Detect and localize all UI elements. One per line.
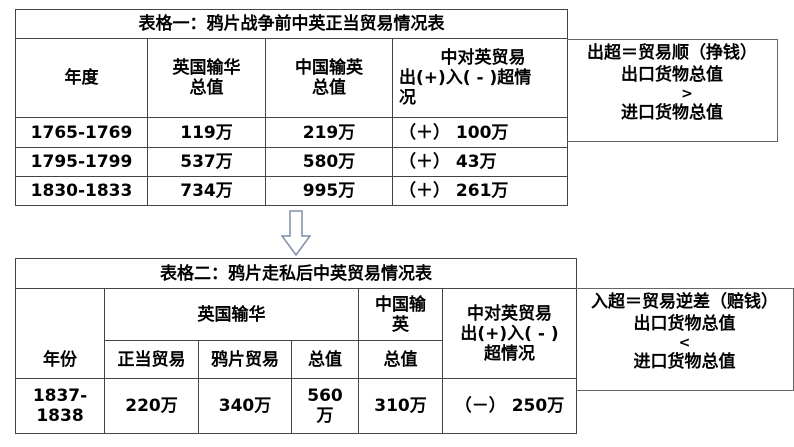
cell-text: 万 [316, 406, 334, 426]
header-text: 中国输英 [295, 58, 363, 78]
header-text: 英国输华 [172, 58, 241, 78]
note-line: 进口货物总值 [621, 103, 723, 123]
note-line: 入超＝贸易逆差（赔钱） [591, 292, 778, 312]
header-text: 中对英贸易 [467, 303, 552, 324]
header-uk-export: 英国输华 [104, 288, 359, 341]
cell-text: 1838 [36, 406, 84, 426]
header-text: 英 [392, 314, 409, 335]
cell-uk-total: 560 万 [291, 378, 359, 434]
note-line: < [678, 335, 691, 351]
table1-title: 表格一：鸦片战争前中英正当贸易情况表 [15, 9, 568, 39]
pre-war-trade-table: 表格一：鸦片战争前中英正当贸易情况表 年度 英国输华 总值 中国输英 总值 中对英贸… [15, 9, 568, 206]
note-line: 出口货物总值 [633, 314, 736, 334]
header-text: 出(+)入( - ) [460, 323, 559, 344]
header-text: 总值 [312, 78, 346, 98]
cell-year: 1830-1833 [15, 176, 148, 206]
note-line: 出超＝贸易顺（挣钱） [587, 43, 757, 63]
header-opium-trade: 鸦片贸易 [198, 340, 292, 379]
cell-balance: （－） 250万 [442, 378, 577, 434]
trade-deficit-note: 入超＝贸易逆差（赔钱） 出口货物总值 < 进口货物总值 [576, 288, 794, 391]
cell-opium: 340万 [198, 378, 292, 434]
header-text: 况 [399, 88, 416, 108]
table-row: 1830-1833 734万 995万 （＋） 261万 [15, 176, 568, 206]
cell-year: 1837- 1838 [15, 378, 105, 434]
trade-surplus-note: 出超＝贸易顺（挣钱） 出口货物总值 > 进口货物总值 [567, 39, 778, 142]
post-smuggling-trade-table: 表格二：鸦片走私后中英贸易情况表 年份 英国输华 中国输英 中对英贸易 出(+)入… [15, 258, 577, 434]
header-text: 中国输 [375, 294, 426, 315]
cell-balance: （＋） 43万 [392, 147, 568, 177]
table-row: 1765-1769 119万 219万 （＋） 100万 [15, 117, 568, 148]
table2-title: 表格二：鸦片走私后中英贸易情况表 [15, 258, 577, 289]
header-balance: 中对英贸易出(+)入( - )超情况 [392, 38, 568, 118]
header-uk-export: 英国输华 总值 [147, 38, 266, 118]
header-legal-trade: 正当贸易 [104, 340, 199, 379]
cell-cn: 580万 [265, 147, 393, 177]
header-text: 年份 [43, 350, 77, 370]
cell-uk: 537万 [147, 147, 266, 177]
header-cn-total: 总值 [358, 340, 443, 379]
cell-text: 1837- [32, 386, 88, 406]
header-year: 年份 [15, 288, 105, 379]
cell-balance: （＋） 261万 [392, 176, 568, 206]
header-text: 出(+)入( - )超情 [399, 68, 532, 88]
cell-uk: 734万 [147, 176, 266, 206]
cell-text: 560 [307, 386, 343, 406]
note-line: 出口货物总值 [621, 65, 723, 85]
note-line: > [681, 86, 693, 102]
header-text: 超情况 [484, 343, 535, 364]
cell-cn-total: 310万 [358, 378, 443, 434]
cell-legal: 220万 [104, 378, 199, 434]
cell-year: 1795-1799 [15, 147, 148, 177]
cell-uk: 119万 [147, 117, 266, 148]
cell-balance: （＋） 100万 [392, 117, 568, 148]
cell-cn: 995万 [265, 176, 393, 206]
header-text: 中对英贸易 [440, 48, 526, 68]
header-text: 总值 [189, 78, 224, 98]
header-year: 年度 [15, 38, 148, 118]
cell-cn: 219万 [265, 117, 393, 148]
down-arrow-icon [281, 210, 311, 256]
table-row: 1837- 1838 220万 340万 560 万 310万 （－） 250万 [15, 378, 577, 434]
table-row: 1795-1799 537万 580万 （＋） 43万 [15, 147, 568, 177]
note-line: 进口货物总值 [633, 352, 736, 372]
header-cn-export: 中国输英 [358, 288, 443, 341]
header-uk-total: 总值 [291, 340, 359, 379]
header-cn-export: 中国输英 总值 [265, 38, 393, 118]
cell-year: 1765-1769 [15, 117, 148, 148]
header-balance: 中对英贸易出(+)入( - )超情况 [442, 288, 577, 379]
